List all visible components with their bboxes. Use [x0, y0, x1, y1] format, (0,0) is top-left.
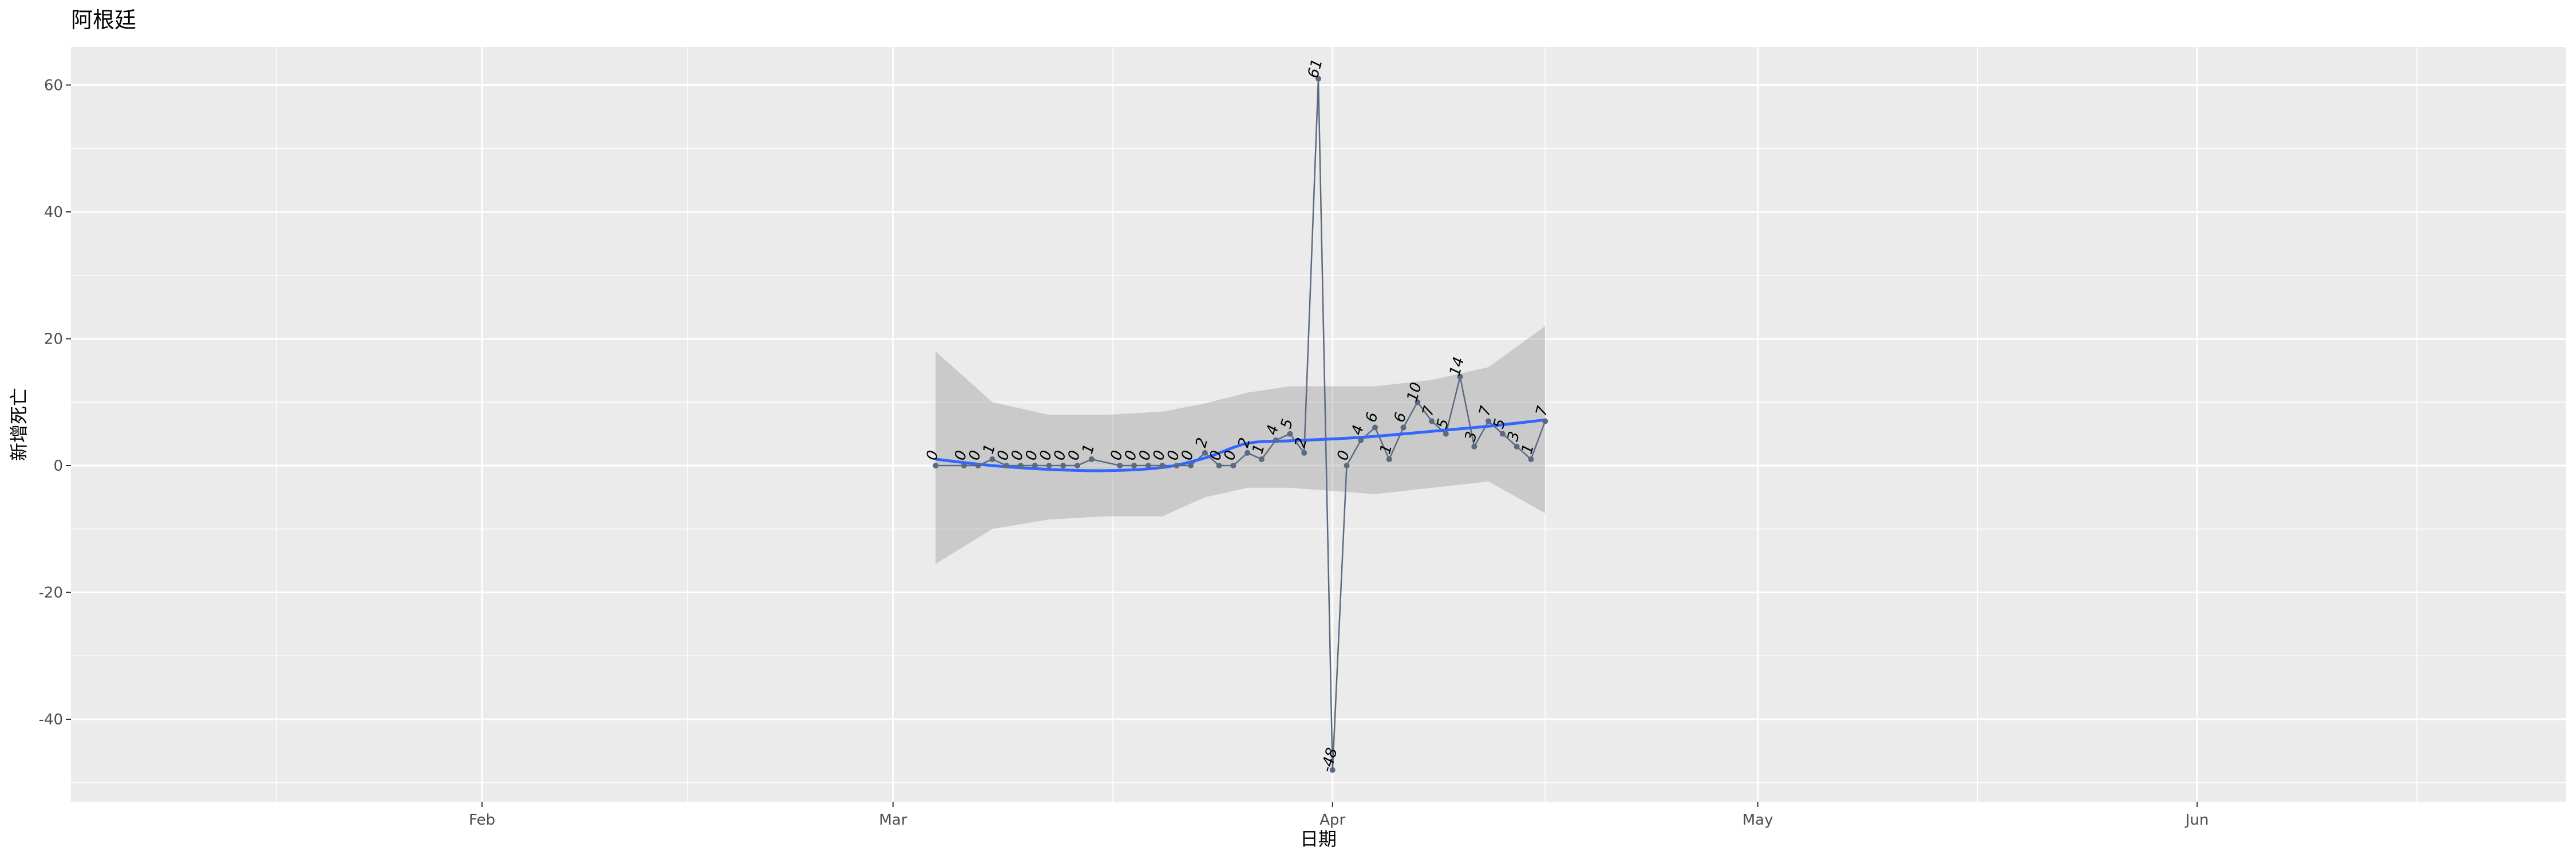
- data-point: [1074, 462, 1081, 468]
- data-label: 0: [923, 448, 942, 462]
- data-point: [1159, 462, 1165, 468]
- data-point: [961, 462, 967, 468]
- data-label: 0: [1207, 448, 1226, 462]
- data-label: 1: [1519, 442, 1538, 456]
- plot-panel: [71, 47, 2566, 802]
- y-axis-title: 新增死亡: [8, 388, 30, 461]
- data-label: 0: [1178, 448, 1197, 462]
- data-point: [1457, 373, 1463, 380]
- data-point: [1258, 456, 1265, 462]
- data-point: [1358, 437, 1364, 443]
- data-point: [1400, 424, 1406, 431]
- data-point: [1429, 418, 1435, 424]
- data-point: [1216, 462, 1222, 468]
- data-point: [1443, 431, 1449, 437]
- data-label: 2: [1291, 436, 1310, 450]
- y-tick-label: 40: [44, 204, 63, 221]
- data-label: 0: [1221, 448, 1240, 462]
- data-point: [1131, 462, 1137, 468]
- data-point: [1188, 462, 1194, 468]
- data-label: 0: [1136, 448, 1155, 462]
- data-point: [1514, 443, 1520, 450]
- data-point: [1273, 437, 1279, 443]
- y-tick-label: 0: [53, 458, 63, 475]
- data-label: 1: [980, 442, 999, 456]
- data-label: 0: [1121, 448, 1140, 462]
- data-label: 2: [1235, 436, 1254, 450]
- x-axis-title: 日期: [1300, 828, 1337, 850]
- data-label: 0: [966, 448, 985, 462]
- data-point: [989, 456, 995, 462]
- data-label: 5: [1433, 417, 1452, 431]
- grid: [71, 47, 2566, 802]
- data-point: [1244, 450, 1251, 456]
- data-point: [1060, 462, 1066, 468]
- data-label: 0: [1065, 448, 1084, 462]
- data-point: [975, 462, 981, 468]
- data-point: [1088, 456, 1095, 462]
- data-point: [1018, 462, 1024, 468]
- data-label: 5: [1278, 417, 1297, 431]
- data-point: [1301, 450, 1307, 456]
- data-label: 0: [994, 448, 1013, 462]
- data-label: 0: [1164, 448, 1183, 462]
- data-label: 2: [1192, 436, 1211, 450]
- data-label: 0: [1108, 448, 1127, 462]
- y-tick-label: -20: [39, 585, 63, 602]
- y-axis: -40 -20 0 20 40 60: [39, 77, 71, 728]
- y-tick-label: -40: [39, 711, 63, 728]
- x-tick-label: Jun: [2184, 811, 2209, 829]
- data-point: [1003, 462, 1010, 468]
- x-tick-label: May: [1743, 811, 1773, 829]
- chart-title: 阿根廷: [71, 7, 136, 33]
- data-point: [1032, 462, 1038, 468]
- data-label: 0: [1334, 448, 1353, 462]
- data-point: [1230, 462, 1236, 468]
- data-label: 1: [1249, 442, 1268, 456]
- data-label: 0: [951, 448, 970, 462]
- data-points: [933, 76, 1548, 773]
- data-label: 0: [1008, 448, 1027, 462]
- data-point: [1372, 424, 1378, 431]
- data-point: [1485, 418, 1492, 424]
- data-label: 3: [1462, 430, 1481, 443]
- data-label: 4: [1349, 423, 1368, 437]
- data-point: [1415, 399, 1421, 405]
- data-point: [1174, 462, 1180, 468]
- data-point: [1117, 462, 1123, 468]
- data-point: [1315, 76, 1321, 82]
- data-point: [1329, 767, 1336, 773]
- data-point: [1287, 431, 1293, 437]
- data-label: 0: [1051, 448, 1070, 462]
- data-point: [1499, 431, 1506, 437]
- data-label: 1: [1079, 442, 1098, 456]
- data-label: 5: [1490, 417, 1509, 431]
- x-axis: Feb Mar Apr May Jun: [469, 802, 2209, 829]
- y-tick-label: 20: [44, 330, 63, 348]
- data-label: 0: [1037, 448, 1056, 462]
- data-point: [1145, 462, 1151, 468]
- data-point: [1386, 456, 1392, 462]
- data-point: [1542, 418, 1548, 424]
- data-label: 3: [1504, 430, 1523, 443]
- data-label: 0: [1022, 448, 1041, 462]
- x-tick-label: Feb: [469, 811, 495, 829]
- x-tick-label: Apr: [1319, 811, 1345, 829]
- x-tick-label: Mar: [879, 811, 907, 829]
- data-label: 6: [1391, 411, 1410, 424]
- data-point: [933, 462, 939, 468]
- data-label: 0: [1150, 448, 1169, 462]
- data-point: [1046, 462, 1052, 468]
- smooth-fit-line: [935, 418, 1546, 472]
- data-label: 1: [1377, 442, 1396, 456]
- data-point: [1528, 456, 1534, 462]
- data-label: 4: [1263, 423, 1282, 437]
- data-point: [1344, 462, 1350, 468]
- data-point: [1202, 450, 1208, 456]
- data-point: [1471, 443, 1477, 450]
- data-label: 6: [1362, 411, 1381, 424]
- y-tick-label: 60: [44, 77, 63, 94]
